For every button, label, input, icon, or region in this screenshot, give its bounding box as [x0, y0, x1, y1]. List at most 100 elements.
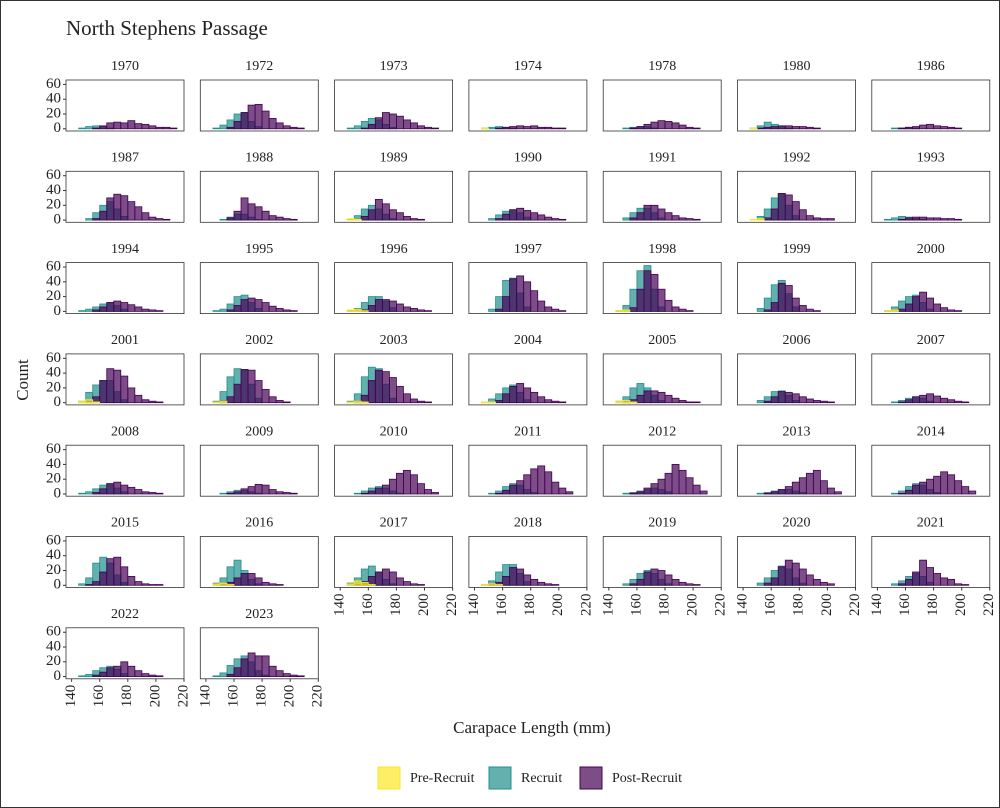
- bar: [282, 673, 291, 677]
- bar: [127, 665, 136, 677]
- bar: [403, 119, 411, 130]
- bar: [551, 481, 560, 495]
- x-tick-label: 140: [869, 594, 885, 617]
- bar: [558, 401, 567, 404]
- bar: [113, 300, 122, 312]
- bar: [495, 400, 504, 404]
- bar: [791, 297, 800, 312]
- bar: [226, 584, 235, 586]
- panel-title: 2006: [783, 333, 811, 348]
- bar: [212, 401, 221, 404]
- bar: [148, 674, 157, 677]
- bar: [353, 125, 362, 130]
- bar: [516, 480, 525, 495]
- bar: [155, 218, 164, 221]
- bar: [551, 218, 560, 221]
- bar: [763, 492, 772, 495]
- bar: [926, 478, 935, 495]
- bar: [240, 658, 249, 677]
- panel-frame: [871, 353, 991, 406]
- bar: [240, 369, 249, 404]
- panel-title: 2002: [245, 333, 273, 348]
- y-tick-label: 60: [46, 350, 61, 366]
- bar: [431, 492, 439, 495]
- bar: [360, 127, 369, 130]
- panel-frame: [65, 170, 185, 223]
- panel-frame: [334, 262, 454, 315]
- panel-title: 2015: [111, 516, 139, 531]
- bar: [650, 568, 659, 586]
- bar: [685, 477, 694, 495]
- bar: [233, 120, 242, 130]
- bar: [120, 375, 129, 404]
- panel-title: 2001: [111, 333, 139, 348]
- bar: [622, 127, 631, 130]
- bar: [805, 308, 814, 312]
- x-tick-label: 200: [550, 594, 566, 617]
- bar: [685, 401, 694, 404]
- panel-title: 2012: [648, 424, 676, 439]
- bar: [812, 578, 821, 586]
- bar: [919, 559, 927, 586]
- bar: [947, 218, 956, 221]
- panel-frame: [199, 444, 319, 497]
- panel-frame: [65, 79, 185, 132]
- x-tick-label: 160: [897, 594, 913, 617]
- bar: [381, 568, 390, 586]
- bar: [148, 492, 157, 495]
- bar: [657, 120, 666, 130]
- bar: [212, 583, 221, 586]
- bar: [926, 123, 935, 130]
- y-tick-label: 40: [46, 273, 61, 289]
- panel-title: 1997: [514, 242, 542, 257]
- panel-title: 2008: [111, 424, 139, 439]
- y-tick-label: 60: [46, 624, 61, 640]
- bar: [360, 492, 369, 495]
- bar: [777, 193, 786, 221]
- panel-frame: [334, 79, 454, 132]
- bar: [113, 556, 122, 586]
- bar: [162, 218, 171, 221]
- legend-label: Pre-Recruit: [410, 771, 475, 786]
- bar: [763, 217, 772, 221]
- bar: [954, 480, 963, 495]
- bar: [374, 487, 383, 495]
- legend-label: Recruit: [521, 771, 562, 786]
- bar: [756, 127, 765, 130]
- bar: [275, 491, 284, 495]
- bar: [403, 306, 411, 312]
- bar: [622, 400, 631, 404]
- bar: [106, 197, 115, 221]
- x-tick-label: 200: [953, 594, 969, 617]
- bar: [898, 218, 906, 221]
- y-tick-label: 60: [46, 258, 61, 274]
- bar: [141, 491, 150, 495]
- panel-frame: [737, 444, 856, 497]
- bar: [141, 212, 150, 221]
- bar: [537, 300, 546, 312]
- panel-title: 1978: [648, 59, 676, 74]
- bar: [113, 665, 122, 677]
- bar: [756, 492, 765, 495]
- panel-title: 1998: [648, 242, 676, 257]
- bar: [770, 396, 779, 404]
- bar: [516, 125, 525, 130]
- bar: [233, 667, 242, 677]
- bar: [784, 194, 793, 221]
- panel-frame: [737, 353, 856, 406]
- bar: [367, 380, 376, 404]
- bar: [664, 472, 673, 495]
- bar: [537, 396, 546, 404]
- bar: [78, 675, 87, 677]
- bar: [798, 568, 807, 586]
- panel-frame: [602, 353, 722, 406]
- bar: [106, 667, 115, 677]
- bar: [233, 305, 242, 312]
- bar: [551, 584, 560, 586]
- bar: [78, 400, 87, 404]
- bar: [509, 209, 518, 221]
- bar: [544, 216, 553, 221]
- bar: [530, 212, 539, 221]
- panel-frame: [871, 444, 991, 497]
- bar: [898, 583, 906, 586]
